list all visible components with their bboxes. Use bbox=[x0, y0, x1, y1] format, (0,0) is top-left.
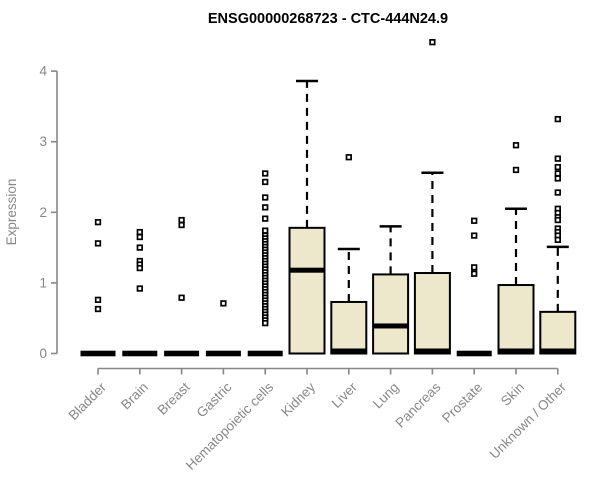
outlier-point bbox=[94, 240, 102, 247]
outlier-point bbox=[178, 221, 185, 229]
outlier-point bbox=[178, 294, 185, 301]
outlier-point bbox=[512, 142, 520, 149]
x-tick-label: Gastric bbox=[194, 379, 235, 420]
box-kidney bbox=[288, 79, 326, 355]
y-tick-label: 1 bbox=[39, 275, 47, 290]
box-rect bbox=[539, 310, 577, 355]
outlier-point bbox=[554, 189, 561, 196]
median-line bbox=[289, 267, 325, 273]
median-line bbox=[540, 348, 576, 354]
outlier-point bbox=[136, 264, 143, 272]
outlier-point bbox=[262, 215, 269, 222]
outlier-point bbox=[136, 228, 143, 236]
outlier-point bbox=[178, 216, 185, 224]
outlier-point bbox=[554, 175, 561, 182]
median-line bbox=[80, 350, 116, 357]
box-rect bbox=[288, 226, 326, 355]
outlier-point bbox=[471, 270, 478, 277]
y-tick-label: 4 bbox=[39, 64, 47, 79]
box-unknown-other bbox=[539, 115, 577, 355]
outlier-point bbox=[136, 233, 143, 241]
median-line bbox=[205, 350, 241, 357]
x-tick-label: Liver bbox=[329, 379, 361, 411]
box-skin bbox=[497, 142, 535, 355]
chart-title: ENSG00000268723 - CTC-444N24.9 bbox=[208, 11, 448, 27]
outlier-point bbox=[471, 232, 478, 239]
box-brain bbox=[122, 228, 158, 357]
outlier-point bbox=[429, 39, 436, 46]
box-liver bbox=[330, 154, 368, 355]
box-rect bbox=[372, 273, 410, 355]
outlier-point bbox=[554, 115, 561, 123]
outlier-point bbox=[94, 305, 102, 313]
box-rect bbox=[330, 300, 368, 355]
median-line bbox=[247, 350, 283, 357]
outlier-point bbox=[471, 264, 478, 271]
outlier-point bbox=[345, 154, 352, 161]
outlier-point bbox=[262, 204, 269, 211]
outlier-point bbox=[554, 170, 561, 177]
outlier-point bbox=[554, 163, 561, 171]
x-tick-label: Skin bbox=[498, 380, 527, 409]
y-axis-label: Expression bbox=[4, 179, 19, 246]
box-bladder bbox=[80, 219, 116, 357]
outlier-point bbox=[262, 194, 269, 201]
outlier-point bbox=[94, 219, 102, 226]
outlier-point bbox=[220, 300, 227, 307]
x-tick-label: Pancreas bbox=[393, 379, 444, 430]
box-breast bbox=[164, 216, 200, 357]
x-tick-label: Bladder bbox=[66, 379, 110, 423]
outlier-point bbox=[554, 236, 561, 243]
median-line bbox=[122, 350, 158, 357]
box-prostate bbox=[456, 217, 492, 357]
x-tick-label: Brain bbox=[118, 380, 151, 413]
box-rect bbox=[497, 284, 535, 355]
outlier-point bbox=[262, 170, 269, 177]
median-line bbox=[498, 348, 534, 354]
outlier-point bbox=[262, 227, 269, 234]
box-gastric bbox=[205, 300, 241, 357]
median-line bbox=[414, 348, 450, 354]
median-line bbox=[373, 323, 409, 329]
outlier-point bbox=[136, 244, 143, 251]
plot-area bbox=[80, 39, 577, 357]
outlier-point bbox=[554, 155, 561, 162]
x-tick-label: Kidney bbox=[278, 379, 318, 419]
y-tick-label: 2 bbox=[39, 205, 47, 220]
x-tick-label: Breast bbox=[155, 379, 193, 417]
x-tick-label: Lung bbox=[370, 380, 402, 412]
y-tick-label: 3 bbox=[39, 134, 47, 149]
outlier-point bbox=[554, 216, 561, 224]
y-tick-label: 0 bbox=[39, 346, 47, 361]
outlier-point bbox=[262, 178, 269, 186]
outlier-point bbox=[94, 296, 102, 303]
box-rect bbox=[413, 272, 451, 355]
box-lung bbox=[372, 225, 410, 355]
outlier-point bbox=[512, 166, 520, 174]
x-tick-label: Prostate bbox=[439, 380, 485, 426]
box-pancreas bbox=[413, 39, 451, 355]
outlier-point bbox=[136, 285, 143, 292]
median-line bbox=[331, 348, 367, 354]
box-hematopoietic-cells bbox=[247, 170, 283, 357]
median-line bbox=[456, 350, 492, 357]
x-tick-label: Unknown / Other bbox=[487, 379, 570, 462]
median-line bbox=[164, 350, 200, 357]
outlier-point bbox=[471, 217, 478, 224]
outlier-point bbox=[262, 319, 269, 327]
